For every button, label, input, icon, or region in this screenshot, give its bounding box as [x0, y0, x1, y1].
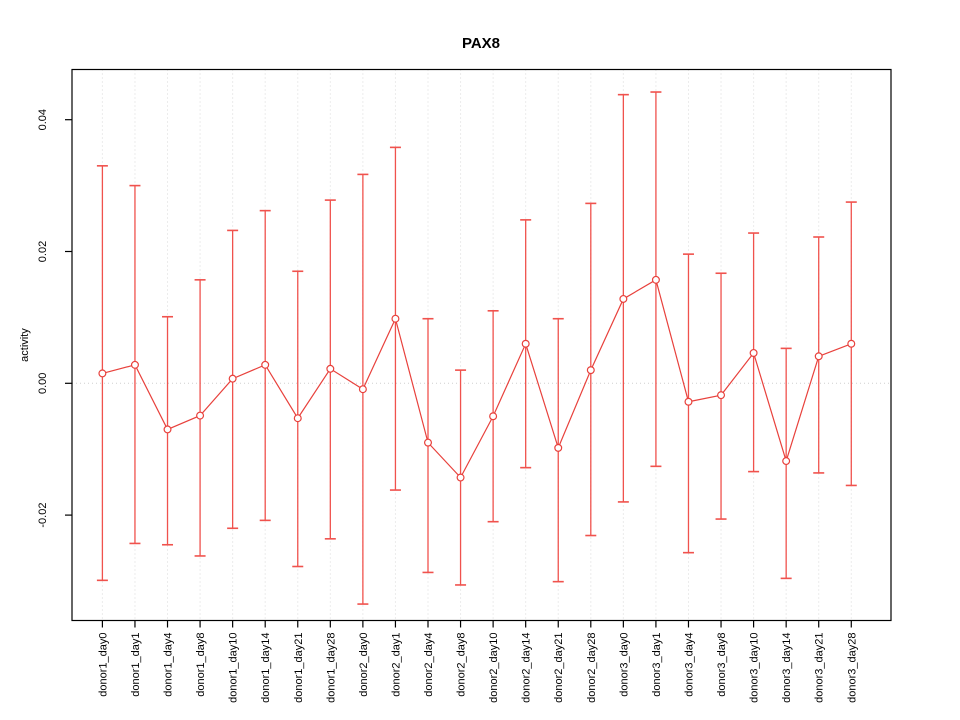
x-tick-label: donor2_day14 — [521, 633, 533, 703]
x-tick-label: donor2_day10 — [488, 633, 500, 703]
data-point — [424, 438, 433, 447]
x-tick-label: donor1_day10 — [228, 633, 240, 703]
data-point — [228, 374, 237, 383]
data-point — [196, 411, 205, 420]
x-tick-label: donor1_day28 — [325, 633, 337, 703]
data-point — [782, 457, 791, 466]
data-point — [814, 352, 823, 361]
series-line — [102, 278, 852, 479]
y-tick-label: -0.02 — [37, 503, 49, 528]
x-tick-label: donor1_day14 — [260, 633, 272, 703]
x-tick-label: donor2_day28 — [586, 633, 598, 703]
x-tick-label: donor3_day8 — [716, 633, 728, 697]
x-tick-label: donor3_day4 — [683, 633, 695, 697]
data-point — [489, 412, 498, 421]
x-tick-label: donor3_day1 — [651, 633, 663, 697]
data-point — [456, 473, 465, 482]
x-tick-label: donor3_day14 — [781, 633, 793, 703]
x-tick-label: donor1_day8 — [195, 633, 207, 697]
data-point — [717, 391, 726, 400]
x-tick-label: donor1_day21 — [293, 633, 305, 703]
data-point — [554, 443, 563, 452]
plot-border — [71, 68, 892, 622]
y-tick-label: 0.02 — [37, 241, 49, 262]
x-tick-label: donor2_day0 — [358, 633, 370, 697]
x-tick-label: donor3_day0 — [618, 633, 630, 697]
data-point — [261, 360, 270, 369]
x-tick-label: donor2_day4 — [423, 633, 435, 697]
y-tick-label: 0.00 — [37, 373, 49, 394]
x-tick-label: donor3_day21 — [814, 633, 826, 703]
x-tick-label: donor1_day4 — [163, 633, 175, 697]
data-point — [326, 364, 335, 373]
y-axis-label: activity — [19, 328, 31, 362]
grid-layer — [72, 69, 891, 621]
x-tick-label: donor1_day0 — [97, 633, 109, 697]
data-point — [847, 339, 856, 348]
data-point — [586, 366, 595, 375]
data-point — [358, 385, 367, 394]
x-tick-label: donor2_day1 — [390, 633, 402, 697]
data-point — [684, 397, 693, 406]
x-tick-label: donor3_day10 — [749, 633, 761, 703]
data-point — [619, 294, 628, 303]
x-tick-label: donor2_day8 — [456, 633, 468, 697]
axis-layer: -0.02 0.00 0.02 0.04 donor1_day0 donor1_day1 d… — [37, 109, 858, 703]
x-tick-label: donor3_day28 — [846, 633, 858, 703]
data-point — [391, 314, 400, 323]
data-point — [521, 339, 530, 348]
data-point — [130, 360, 139, 369]
data-point — [749, 348, 758, 357]
data-layer — [96, 91, 857, 605]
chart-title: PAX8 — [462, 35, 500, 52]
y-tick-label: 0.04 — [37, 109, 49, 130]
data-point — [163, 425, 172, 434]
x-tick-label: donor1_day1 — [130, 633, 142, 697]
data-point — [98, 369, 107, 378]
data-point — [651, 275, 660, 284]
x-tick-label: donor2_day21 — [553, 633, 565, 703]
data-point — [293, 414, 302, 423]
